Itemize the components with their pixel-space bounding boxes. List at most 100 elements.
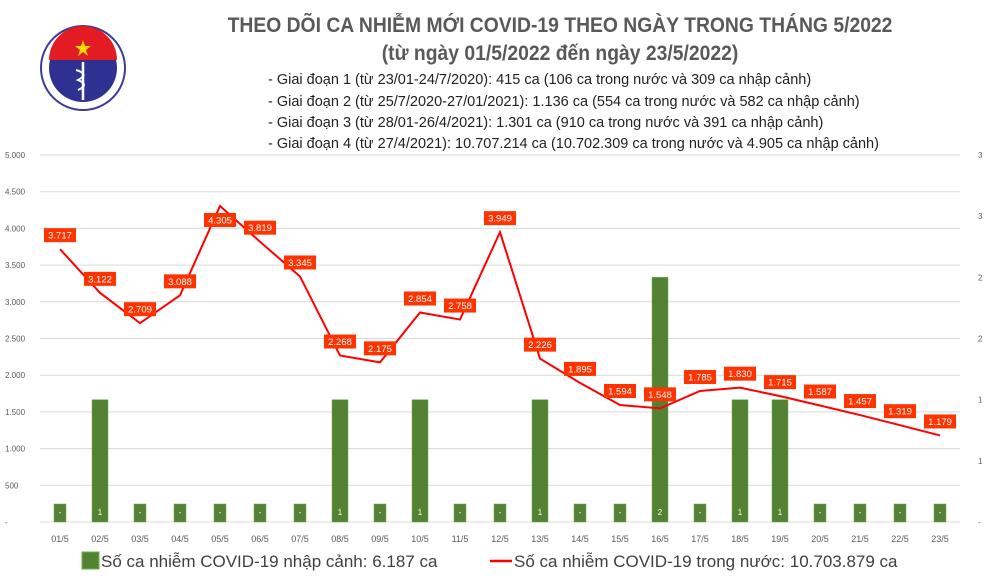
data-label: 1.179	[928, 417, 952, 428]
data-label: 2.268	[328, 337, 352, 348]
bar-label: -	[299, 508, 302, 517]
ministry-logo	[40, 25, 126, 111]
note-line: - Giai đoạn 1 (từ 23/01-24/7/2020): 415 …	[268, 72, 812, 88]
bar	[573, 503, 587, 523]
x-axis-tick: 22/5	[891, 534, 909, 544]
x-axis-tick: 11/5	[452, 534, 469, 544]
data-label-box	[364, 341, 396, 356]
bar	[53, 503, 67, 523]
data-label: 1.587	[808, 387, 832, 398]
chart-title: THEO DÕI CA NHIỄM MỚI COVID-19 THEO NGÀY…	[227, 14, 893, 37]
data-label: 3.122	[88, 274, 112, 285]
data-label: 1.594	[608, 387, 632, 398]
data-label-box	[684, 369, 716, 384]
x-axis-tick: 10/5	[411, 534, 429, 544]
x-axis-tick: 05/5	[211, 534, 229, 544]
x-axis-tick: 16/5	[651, 534, 669, 544]
data-label-box	[444, 298, 476, 313]
data-label: 1.715	[768, 378, 792, 389]
bar	[853, 503, 867, 523]
bar	[531, 399, 549, 523]
data-label-box	[404, 291, 436, 306]
bar-label: -	[819, 508, 822, 517]
data-label-box	[484, 211, 516, 226]
x-axis-tick: 15/5	[611, 534, 629, 544]
bar	[411, 399, 429, 523]
data-label-box	[644, 387, 676, 402]
bar-label: -	[139, 508, 142, 517]
bar	[331, 399, 349, 523]
data-label-box	[924, 414, 956, 429]
bar	[613, 503, 627, 523]
left-axis-tick: 5.000	[5, 151, 26, 160]
bar-label: 1	[538, 508, 543, 517]
bar-label: -	[259, 508, 262, 517]
note-line: - Giai đoạn 3 (từ 28/01-26/4/2021): 1.30…	[268, 115, 824, 131]
bar-label: -	[579, 508, 582, 517]
bar	[933, 503, 947, 523]
data-label: 2.175	[368, 344, 392, 355]
bar-label: -	[379, 508, 382, 517]
legend-label: Số ca nhiễm COVID-19 trong nước: 10.703.…	[514, 552, 898, 571]
bar-label: 1	[778, 508, 783, 517]
data-label: 1.785	[688, 372, 712, 383]
left-axis-tick: 1.500	[5, 408, 26, 417]
bar-label: 1	[338, 508, 343, 517]
bar	[893, 503, 907, 523]
data-label: 1.457	[848, 397, 872, 408]
right-axis-tick: -	[978, 518, 981, 527]
left-axis-tick: 3.000	[5, 298, 26, 307]
left-axis-tick: 1.000	[5, 445, 26, 454]
line-series	[59, 204, 941, 437]
x-axis-tick: 04/5	[171, 534, 189, 544]
bar	[91, 399, 109, 523]
data-label-box	[244, 220, 276, 235]
x-axis-tick: 13/5	[531, 534, 549, 544]
data-label: 2.226	[528, 340, 552, 351]
data-label-box	[84, 271, 116, 286]
x-axis-tick: 08/5	[331, 534, 349, 544]
data-label: 3.949	[488, 214, 512, 225]
left-axis-tick: 4.000	[5, 224, 26, 233]
x-axis-tick: 01/5	[51, 534, 69, 544]
bar-label: -	[619, 508, 622, 517]
bar	[293, 503, 307, 523]
note-line: - Giai đoạn 2 (từ 25/7/2020-27/01/2021):…	[268, 94, 860, 110]
data-label: 1.319	[888, 407, 912, 418]
x-axis-tick: 14/5	[571, 534, 589, 544]
left-axis-tick: 500	[5, 481, 19, 490]
x-axis-tick: 19/5	[771, 534, 789, 544]
chart-subtitle: (từ ngày 01/5/2022 đến ngày 23/5/2022)	[381, 42, 739, 65]
bar	[771, 399, 789, 523]
bar	[173, 503, 187, 523]
bar-label: -	[899, 508, 902, 517]
data-label-box	[524, 337, 556, 352]
data-label: 3.088	[168, 277, 192, 288]
data-label: 4.305	[208, 216, 232, 227]
data-label: 2.709	[128, 305, 152, 316]
bar	[133, 503, 147, 523]
right-axis-tick: 1	[978, 457, 983, 466]
bar-label: -	[699, 508, 702, 517]
data-label-box	[884, 404, 916, 419]
x-axis-tick: 18/5	[731, 534, 749, 544]
left-axis-tick: 2.500	[5, 335, 26, 344]
right-axis-tick: 1	[978, 396, 983, 405]
x-axis-tick: 03/5	[131, 534, 149, 544]
bar	[493, 503, 507, 523]
x-axis-tick: 20/5	[811, 534, 829, 544]
left-axis-tick: 2.000	[5, 371, 26, 380]
legend-swatch-bar	[81, 551, 100, 570]
data-label-box	[844, 394, 876, 409]
data-label: 3.345	[288, 258, 312, 269]
bar-label: 1	[738, 508, 743, 517]
data-label-box	[44, 228, 76, 243]
bar	[731, 399, 749, 523]
data-label-box	[324, 334, 356, 349]
bar-label: 1	[98, 508, 103, 517]
bar	[373, 503, 387, 523]
x-axis-tick: 21/5	[851, 534, 869, 544]
x-axis-tick: 09/5	[371, 534, 389, 544]
data-label-box	[124, 302, 156, 317]
right-axis-tick: 3	[978, 212, 983, 221]
